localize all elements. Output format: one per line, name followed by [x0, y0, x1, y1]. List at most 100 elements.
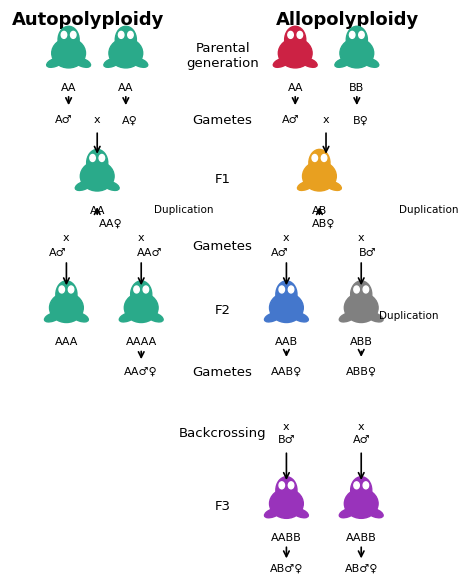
Circle shape [363, 482, 369, 489]
Ellipse shape [273, 58, 290, 67]
Text: A♂: A♂ [55, 115, 73, 126]
Circle shape [115, 26, 137, 53]
Text: Duplication: Duplication [399, 205, 458, 215]
Circle shape [276, 281, 297, 308]
Ellipse shape [344, 489, 378, 518]
Ellipse shape [76, 48, 85, 55]
Text: AAB♀: AAB♀ [271, 367, 302, 377]
Ellipse shape [362, 58, 379, 67]
Circle shape [297, 31, 302, 39]
Text: ABB: ABB [350, 338, 373, 347]
Text: F3: F3 [215, 500, 231, 513]
Circle shape [56, 281, 77, 308]
Ellipse shape [335, 58, 351, 67]
Ellipse shape [46, 58, 63, 67]
Circle shape [288, 286, 294, 293]
Circle shape [359, 31, 364, 39]
Text: AA♂: AA♂ [137, 248, 163, 258]
Ellipse shape [325, 181, 341, 191]
Ellipse shape [279, 48, 288, 55]
Ellipse shape [368, 303, 377, 310]
Text: AA: AA [61, 83, 76, 93]
Ellipse shape [131, 58, 148, 67]
Circle shape [71, 31, 76, 39]
Text: x: x [323, 115, 329, 126]
Circle shape [59, 286, 64, 293]
Ellipse shape [49, 293, 83, 323]
Ellipse shape [301, 58, 317, 67]
Ellipse shape [270, 489, 303, 518]
Text: x: x [63, 233, 70, 243]
Text: AAB: AAB [275, 338, 298, 347]
Circle shape [351, 281, 372, 308]
Ellipse shape [45, 312, 61, 322]
Ellipse shape [270, 499, 279, 506]
Ellipse shape [72, 312, 88, 322]
Text: AA♂♀: AA♂♀ [124, 367, 158, 377]
Text: ABB♀: ABB♀ [346, 367, 377, 377]
Ellipse shape [264, 508, 281, 518]
Text: x: x [283, 422, 290, 432]
Ellipse shape [339, 312, 356, 322]
Text: F1: F1 [215, 173, 231, 185]
Ellipse shape [293, 499, 302, 506]
Text: AA: AA [287, 83, 303, 93]
Text: AA: AA [118, 83, 134, 93]
Circle shape [128, 31, 133, 39]
Ellipse shape [302, 48, 311, 55]
Text: Gametes: Gametes [192, 366, 253, 378]
Text: AAAA: AAAA [126, 338, 157, 347]
Text: A♀: A♀ [122, 115, 138, 126]
Circle shape [131, 281, 152, 308]
Ellipse shape [340, 39, 374, 68]
Ellipse shape [270, 293, 303, 323]
Circle shape [134, 286, 139, 293]
Ellipse shape [278, 39, 312, 68]
Ellipse shape [339, 508, 356, 518]
Text: x: x [283, 233, 290, 243]
Circle shape [351, 477, 372, 503]
Ellipse shape [327, 171, 336, 179]
Ellipse shape [264, 312, 281, 322]
Circle shape [354, 482, 359, 489]
Ellipse shape [367, 508, 383, 518]
Circle shape [61, 31, 67, 39]
Ellipse shape [74, 58, 91, 67]
Circle shape [321, 154, 327, 161]
Ellipse shape [368, 499, 377, 506]
Text: AABB: AABB [271, 533, 302, 543]
Text: Backcrossing: Backcrossing [179, 427, 266, 440]
Circle shape [68, 286, 74, 293]
Text: x: x [358, 233, 365, 243]
Circle shape [349, 31, 355, 39]
Text: A♂: A♂ [282, 115, 300, 126]
Ellipse shape [345, 499, 354, 506]
Circle shape [90, 154, 95, 161]
Ellipse shape [293, 303, 302, 310]
Text: AAA: AAA [55, 338, 78, 347]
Text: B♂: B♂ [278, 435, 295, 445]
Circle shape [99, 154, 105, 161]
Text: AB♀: AB♀ [312, 219, 336, 229]
Circle shape [279, 286, 284, 293]
Text: BB: BB [349, 83, 365, 93]
Circle shape [346, 26, 367, 53]
Ellipse shape [298, 181, 314, 191]
Ellipse shape [104, 58, 120, 67]
Ellipse shape [103, 181, 119, 191]
Ellipse shape [302, 161, 337, 191]
Circle shape [312, 154, 318, 161]
Text: Autopolyploidy: Autopolyploidy [12, 11, 164, 29]
Ellipse shape [364, 48, 373, 55]
Circle shape [309, 149, 330, 176]
Ellipse shape [110, 48, 118, 55]
Ellipse shape [148, 303, 157, 310]
Text: B♂: B♂ [359, 248, 377, 258]
Text: x: x [138, 233, 145, 243]
Text: B♀: B♀ [353, 115, 369, 126]
Circle shape [285, 26, 306, 53]
Text: A♂: A♂ [352, 435, 370, 445]
Text: AA: AA [90, 206, 105, 216]
Ellipse shape [345, 303, 354, 310]
Text: AABB: AABB [346, 533, 377, 543]
